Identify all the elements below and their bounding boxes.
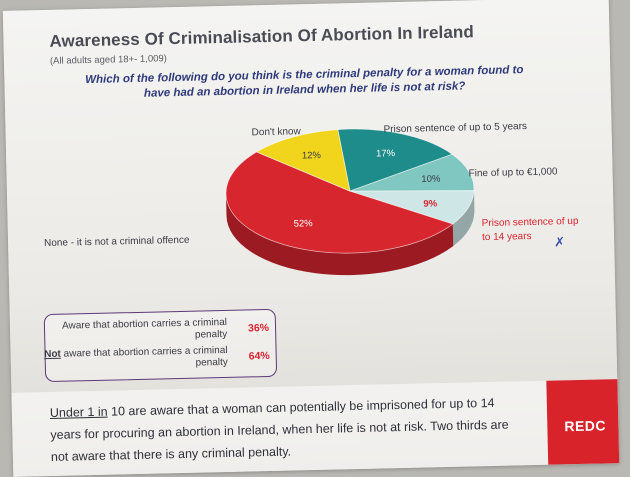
pie-slice-3 [225, 151, 454, 254]
awareness-summary-box: Aware that abortion carries a criminal p… [43, 308, 278, 383]
not-aware-row: Not aware that abortion carries a crimin… [44, 344, 272, 375]
pie-side-3 [226, 193, 454, 276]
aware-label: Aware that abortion carries a criminal p… [61, 316, 228, 341]
slice-value-label: 52% [294, 218, 314, 229]
handwritten-mark: ✗ [554, 234, 566, 250]
pie-side-1 [473, 188, 475, 213]
footer-rest: 10 are aware that a woman can potentiall… [50, 395, 509, 464]
pie-slice-1 [349, 153, 475, 192]
pie-slice-0 [337, 128, 454, 192]
slice-category-label: Don't know [251, 126, 301, 138]
pie-slice-4 [255, 129, 351, 192]
slice-category-label: Prison sentence of up to 5 years [383, 121, 527, 135]
not-aware-value: 64% [248, 349, 270, 363]
slice-value-label: 10% [421, 174, 441, 185]
slice-value-label: 9% [423, 198, 438, 209]
footer-underlined: Under 1 in [49, 404, 108, 420]
not-aware-rest: aware that abortion carries a criminal p… [60, 344, 228, 369]
slice-category-label: Prison sentence of upto 14 years [482, 216, 580, 243]
footer-panel: Under 1 in 10 are aware that a woman can… [11, 379, 620, 477]
slice-value-label: 12% [302, 150, 322, 161]
aware-value: 36% [247, 321, 270, 335]
slice-category-label: None - it is not a criminal offence [44, 235, 190, 249]
not-word: Not [44, 348, 61, 361]
not-aware-label: Not aware that abortion carries a crimin… [37, 344, 228, 373]
slice-value-label: 17% [376, 148, 396, 159]
brand-logo: REDC [564, 417, 607, 435]
slice-category-label: Fine of up to €1,000 [468, 166, 558, 179]
pie-side-2 [452, 190, 475, 246]
aware-row: Aware that abortion carries a criminal p… [51, 316, 272, 347]
pie-chart: 17% 10% 9% 52% 12% Prison sentence of up to 5… [44, 121, 580, 276]
footer-text: Under 1 in 10 are aware that a woman can… [50, 391, 521, 468]
